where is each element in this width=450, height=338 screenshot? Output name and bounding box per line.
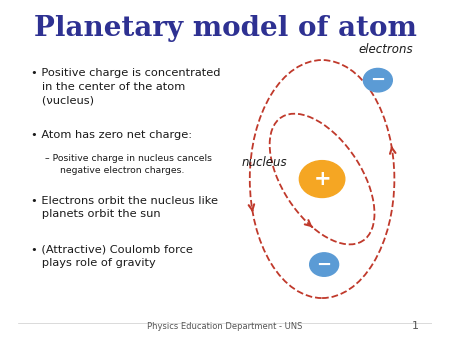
Text: • Electrons orbit the nucleus like
   planets orbit the sun: • Electrons orbit the nucleus like plane…	[31, 196, 218, 219]
Circle shape	[310, 253, 338, 276]
Text: • (Attractive) Coulomb force
   plays role of gravity: • (Attractive) Coulomb force plays role …	[31, 244, 193, 268]
Text: −: −	[317, 256, 332, 273]
Text: −: −	[370, 71, 385, 89]
Circle shape	[364, 68, 392, 92]
Text: – Positive charge in nucleus cancels
     negative electron charges.: – Positive charge in nucleus cancels neg…	[45, 154, 212, 175]
Text: • Atom has zero net charge:: • Atom has zero net charge:	[31, 130, 192, 141]
Text: 1: 1	[412, 320, 419, 331]
Text: Physics Education Department - UNS: Physics Education Department - UNS	[147, 321, 303, 331]
Circle shape	[299, 161, 345, 197]
Text: +: +	[313, 169, 331, 189]
Text: • Positive charge is concentrated
   in the center of the atom
   (νucleus): • Positive charge is concentrated in the…	[31, 68, 220, 106]
Text: electrons: electrons	[359, 44, 414, 56]
Text: nucleus: nucleus	[241, 156, 287, 169]
Text: Planetary model of atom: Planetary model of atom	[34, 15, 416, 42]
